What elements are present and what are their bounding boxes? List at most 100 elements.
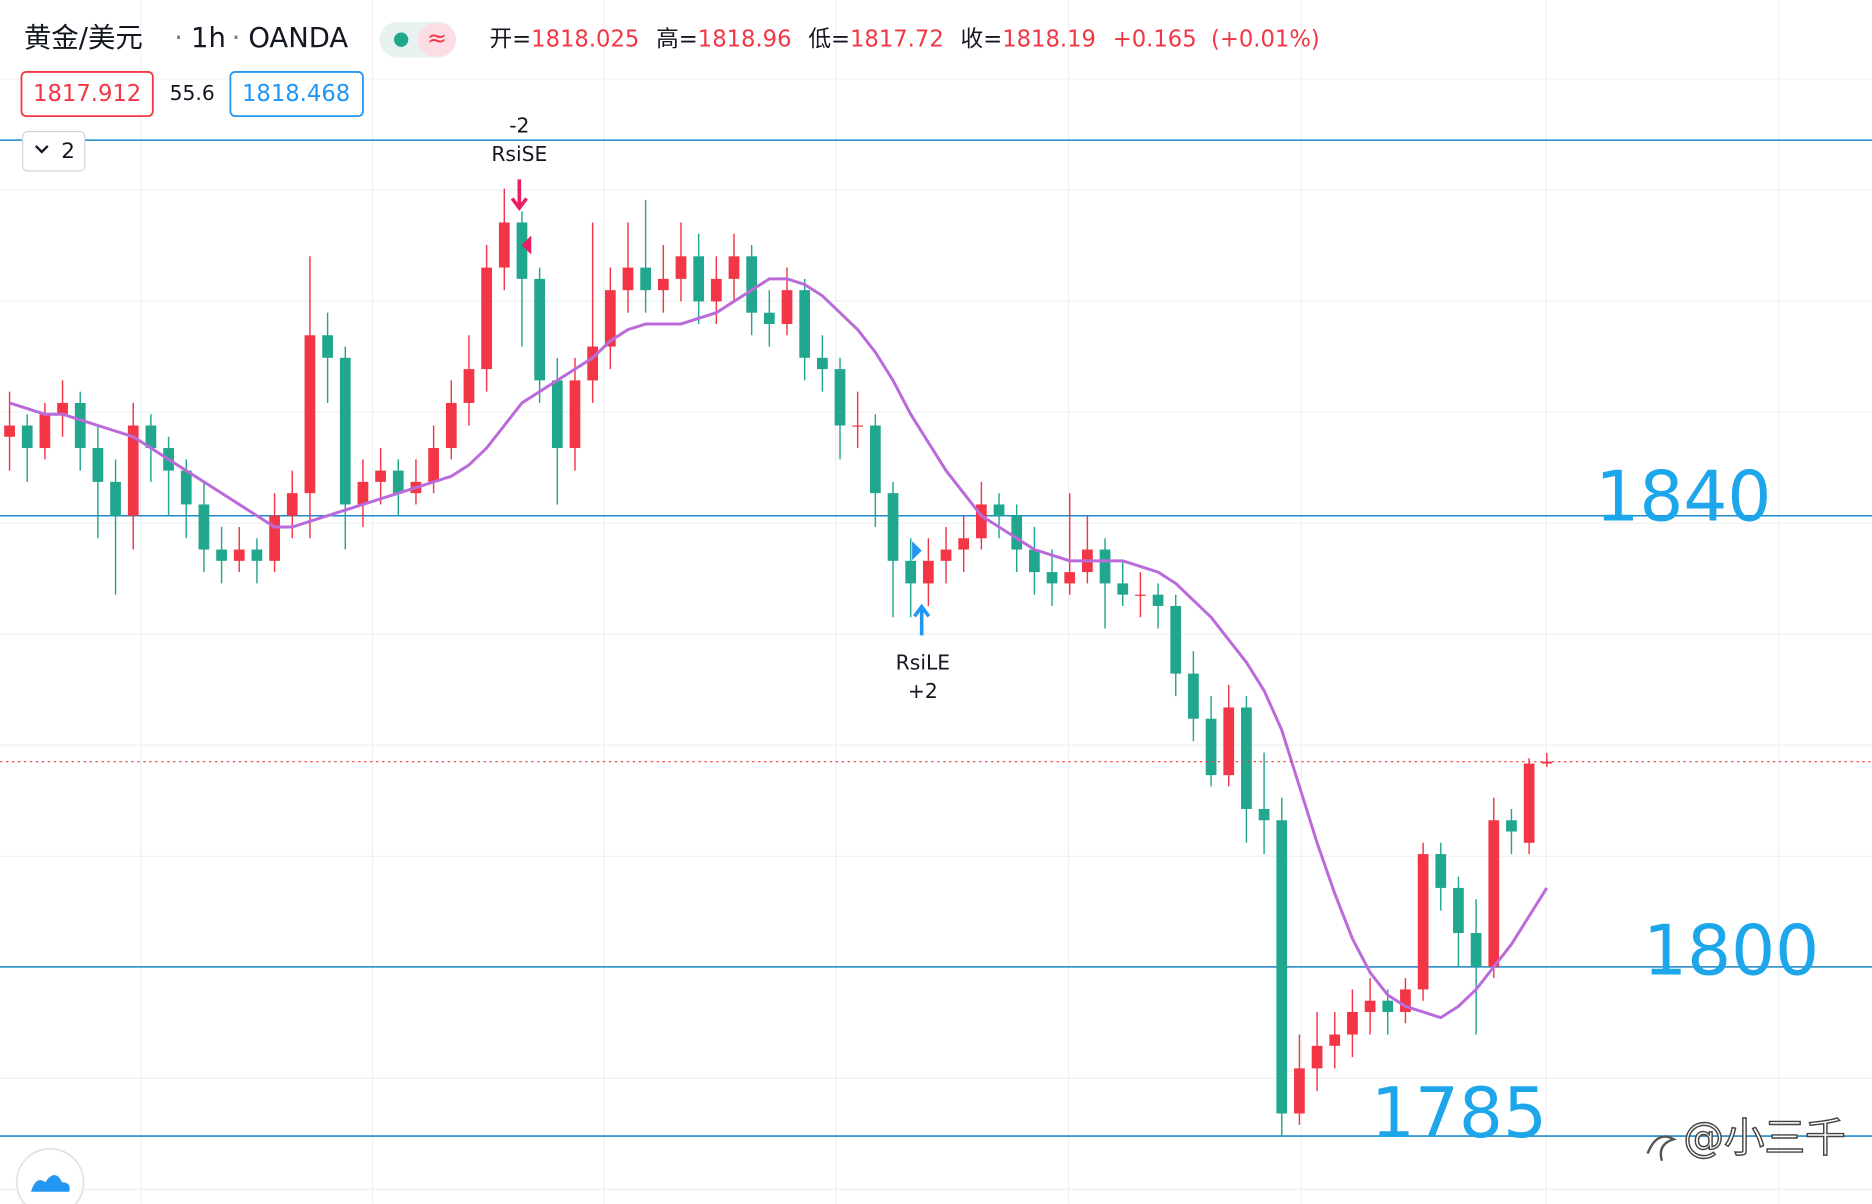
bid: 1817.912	[33, 81, 141, 107]
candle-body	[1170, 605, 1182, 674]
ask: 1818.468	[242, 81, 350, 107]
candle-body	[834, 369, 846, 426]
candle-body	[975, 504, 987, 539]
buy-box[interactable]	[229, 71, 364, 117]
candle-body	[1029, 549, 1040, 573]
candle-body	[604, 290, 616, 347]
candle-body	[587, 346, 599, 381]
candle-body	[887, 493, 899, 561]
logo-icon	[31, 1175, 70, 1192]
signal-qty: +2	[908, 679, 938, 703]
candle-body	[622, 267, 634, 291]
candle-body	[463, 369, 475, 403]
low-value: 1817.72	[850, 26, 944, 52]
candle-body	[1064, 572, 1076, 584]
candle-body	[640, 267, 652, 291]
candle-body	[940, 549, 952, 561]
high-value: 1818.96	[698, 26, 792, 52]
candle-body	[1258, 808, 1270, 821]
candle-body	[1329, 1034, 1341, 1046]
symbol: 黄金/美元	[24, 23, 143, 54]
candle-body	[110, 481, 121, 516]
candle-body	[1488, 820, 1500, 967]
candle-body	[1435, 854, 1447, 888]
candle-body	[534, 278, 546, 381]
candle-body	[145, 425, 157, 449]
candle-body	[1347, 1011, 1358, 1035]
sep: ·	[174, 23, 183, 54]
sell-box[interactable]	[20, 71, 154, 117]
change: +0.165	[1113, 26, 1197, 52]
candle-body	[1046, 572, 1058, 584]
candle-body	[993, 504, 1005, 516]
candle-body	[481, 267, 492, 370]
open-value: 1818.025	[531, 26, 639, 52]
candle-body	[869, 425, 881, 494]
candle-body	[1241, 707, 1252, 809]
candle-body	[1382, 1000, 1394, 1012]
watermark: @小三千	[1683, 1113, 1845, 1161]
spread: 55.6	[170, 81, 215, 105]
candle-body	[1470, 933, 1482, 967]
candle-body	[21, 425, 33, 449]
collapse-button[interactable]	[22, 131, 86, 172]
logo[interactable]	[15, 1147, 85, 1204]
open-label: 开=	[489, 26, 531, 52]
candle-body	[763, 312, 775, 324]
level-label: 1785	[1371, 1074, 1547, 1154]
candle-body	[728, 256, 740, 279]
candle-body	[39, 414, 51, 449]
candle-body	[1400, 989, 1411, 1012]
status-symbol: ≈	[427, 24, 447, 52]
chevron	[34, 145, 49, 154]
candle-body	[304, 335, 316, 494]
candle-body	[905, 560, 917, 584]
signal-qty: -2	[509, 113, 529, 137]
level-label: 1840	[1595, 458, 1771, 538]
candle-body	[445, 402, 457, 449]
candle-body	[1276, 820, 1288, 1114]
candle-body	[1223, 707, 1235, 776]
candle-body	[127, 425, 139, 516]
candle-body	[657, 278, 669, 291]
plot: 1840 1800 1785	[0, 139, 1872, 1154]
close-label: 收=	[961, 26, 1003, 52]
signal-label: RsiSE	[491, 142, 547, 166]
candle-body	[569, 380, 581, 449]
candle-body	[551, 380, 563, 449]
high-label: 高=	[656, 26, 698, 52]
candle-body	[428, 448, 439, 482]
long-arrow	[913, 603, 931, 636]
candle-body	[339, 357, 351, 505]
moving-average	[9, 277, 1549, 1020]
candle-body	[1135, 594, 1146, 596]
entry-marker	[912, 541, 922, 561]
candle-body	[675, 256, 687, 279]
candle-body	[57, 402, 68, 415]
candle-body	[1417, 854, 1429, 990]
candle-body	[958, 538, 970, 550]
candle-body	[1364, 1000, 1376, 1012]
candle-body	[746, 256, 758, 313]
low-label: 低=	[808, 26, 850, 52]
candle-body	[1188, 673, 1199, 719]
signal-label: RsiLE	[896, 651, 950, 675]
candle-body	[1011, 515, 1023, 550]
candle-body	[269, 515, 280, 561]
status-dot	[393, 32, 409, 47]
sep: ·	[232, 23, 241, 54]
short-arrow	[510, 179, 528, 212]
interval: 1h	[191, 23, 226, 54]
candle-body	[799, 290, 811, 358]
candle-body	[92, 448, 104, 482]
watermark-icon	[1646, 1135, 1677, 1162]
candle-body	[216, 549, 227, 561]
candle-body	[1294, 1068, 1305, 1114]
candle-body	[1117, 583, 1129, 595]
candle-body	[198, 504, 210, 550]
close-value: 1818.19	[1002, 26, 1096, 52]
candle-body	[233, 549, 245, 561]
button-count: 2	[61, 139, 75, 164]
